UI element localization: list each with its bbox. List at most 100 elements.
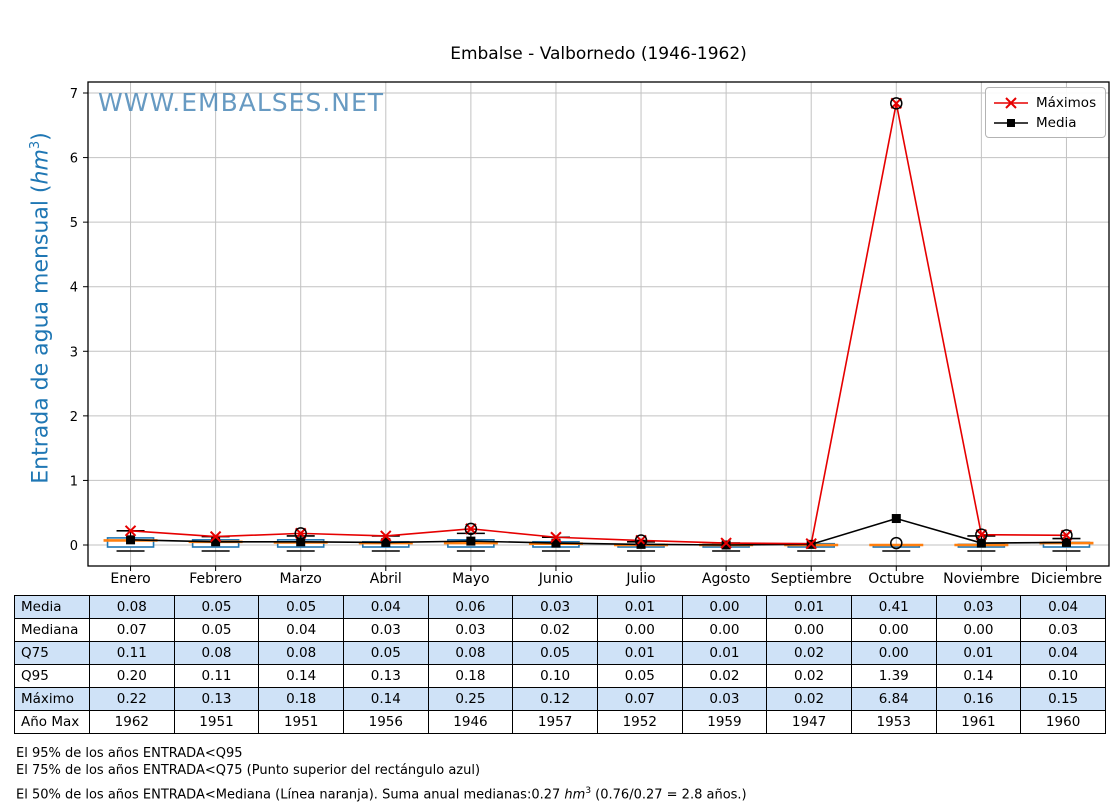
media-marker bbox=[891, 514, 901, 524]
y-tick-label: 2 bbox=[70, 410, 78, 425]
table-cell: 0.03 bbox=[427, 618, 514, 642]
media-marker bbox=[126, 535, 136, 545]
footnote-q95: El 95% de los años ENTRADA<Q95 bbox=[16, 746, 243, 761]
table-cell: 6.84 bbox=[850, 687, 937, 711]
y-tick-label: 5 bbox=[70, 216, 78, 231]
y-axis-unit-exponent: 3 bbox=[28, 140, 43, 150]
legend-entry-media: Media bbox=[994, 113, 1097, 133]
data-table: Media 0.08 0.05 0.05 0.04 0.06 0.03 0.01 0.00 0.0… bbox=[14, 595, 1106, 734]
table-cell: 0.00 bbox=[596, 618, 683, 642]
legend: Máximos Media bbox=[985, 87, 1106, 138]
legend-entry-maximos: Máximos bbox=[994, 93, 1097, 113]
outlier-circle bbox=[294, 527, 307, 540]
y-axis-unit: hm bbox=[28, 149, 54, 185]
table-cell: 0.14 bbox=[258, 664, 344, 688]
legend-label-maximos: Máximos bbox=[1036, 95, 1097, 111]
table-cell: 0.08 bbox=[173, 641, 260, 665]
chart-title: Embalse - Valbornedo (1946-1962) bbox=[450, 44, 747, 64]
table-cell: 0.05 bbox=[596, 664, 683, 688]
table-row: Año Max 1962 1951 1951 1956 1946 1957 1952 1959 1… bbox=[14, 710, 1106, 734]
media-marker bbox=[211, 537, 221, 547]
maximos-marker bbox=[380, 530, 392, 542]
table-cell: 0.10 bbox=[1020, 664, 1106, 688]
table-row: Q75 0.11 0.08 0.08 0.05 0.08 0.05 0.01 0.01 0.02 0… bbox=[14, 641, 1106, 665]
table-cell: 0.03 bbox=[512, 595, 598, 619]
x-tick-label: Enero bbox=[110, 571, 150, 587]
y-tick-label: 1 bbox=[70, 474, 78, 489]
table-cell: 0.02 bbox=[681, 664, 768, 688]
table-cell: 0.00 bbox=[935, 618, 1022, 642]
table-row: Mediana 0.07 0.05 0.04 0.03 0.03 0.02 0.00 0.00 0… bbox=[14, 618, 1106, 642]
table-cell: 0.11 bbox=[89, 641, 175, 665]
media-marker bbox=[296, 537, 306, 547]
x-tick-label: Septiembre bbox=[771, 571, 852, 587]
table-cell: 0.05 bbox=[258, 595, 344, 619]
table-cell: 0.04 bbox=[342, 595, 429, 619]
table-cell: 0.07 bbox=[596, 687, 683, 711]
row-label: Máximo bbox=[14, 687, 90, 711]
table-cell: 0.03 bbox=[935, 595, 1022, 619]
table-cell: 0.22 bbox=[89, 687, 175, 711]
table-cell: 0.08 bbox=[258, 641, 344, 665]
table-row: Q95 0.20 0.11 0.14 0.13 0.18 0.10 0.05 0.02 0.02 1… bbox=[14, 664, 1106, 688]
plot-border bbox=[87, 81, 1110, 567]
table-cell: 1951 bbox=[258, 710, 344, 734]
media-marker bbox=[551, 538, 561, 548]
x-tick-label: Marzo bbox=[280, 571, 322, 587]
row-label: Q95 bbox=[14, 664, 90, 688]
x-tick-label: Abril bbox=[370, 571, 402, 587]
table-cell: 1957 bbox=[512, 710, 598, 734]
table-cell: 0.13 bbox=[173, 687, 260, 711]
x-tick-label: Noviembre bbox=[943, 571, 1019, 587]
table-cell: 0.00 bbox=[850, 641, 937, 665]
table-cell: 1962 bbox=[89, 710, 175, 734]
table-cell: 0.05 bbox=[173, 595, 260, 619]
maximos-marker bbox=[720, 537, 732, 549]
table-row: Media 0.08 0.05 0.05 0.04 0.06 0.03 0.01 0.00 0.0… bbox=[14, 595, 1106, 619]
media-marker bbox=[976, 538, 986, 548]
table-cell: 0.05 bbox=[512, 641, 598, 665]
table-cell: 0.12 bbox=[512, 687, 598, 711]
y-axis-label: Entrada de agua mensual (hm3) bbox=[28, 132, 54, 484]
table-cell: 0.04 bbox=[258, 618, 344, 642]
outlier-circle bbox=[1060, 529, 1073, 542]
table-cell: 0.02 bbox=[766, 664, 852, 688]
chart-plot: 0 1 2 3 4 5 6 7 Enero Febrero Marzo Abril Mayo Junio J… bbox=[70, 81, 1110, 587]
maximos-marker bbox=[209, 530, 222, 543]
y-tick-label: 6 bbox=[70, 152, 78, 167]
x-tick-label: Febrero bbox=[189, 571, 242, 587]
table-cell: 0.05 bbox=[173, 618, 260, 642]
x-tick-label: Junio bbox=[538, 571, 573, 587]
table-cell: 1947 bbox=[766, 710, 852, 734]
media-line bbox=[130, 517, 1067, 546]
table-cell: 0.06 bbox=[427, 595, 514, 619]
table-cell: 0.14 bbox=[935, 664, 1022, 688]
table-cell: 1951 bbox=[173, 710, 260, 734]
y-tick-label: 0 bbox=[70, 539, 78, 554]
table-cell: 1960 bbox=[1020, 710, 1106, 734]
maximos-marker bbox=[295, 527, 307, 540]
maximos-marker bbox=[975, 528, 988, 541]
maximos-marker bbox=[124, 525, 137, 537]
table-cell: 0.03 bbox=[342, 618, 429, 642]
table-cell: 0.16 bbox=[935, 687, 1022, 711]
y-tick-label: 3 bbox=[70, 345, 78, 360]
table-cell: 1953 bbox=[850, 710, 937, 734]
media-marker bbox=[721, 540, 731, 550]
maximos-marker bbox=[1060, 529, 1073, 542]
table-row: Máximo 0.22 0.13 0.18 0.14 0.25 0.12 0.07 0.03 0.… bbox=[14, 687, 1106, 711]
table-cell: 0.08 bbox=[427, 641, 514, 665]
outlier-circle bbox=[890, 97, 903, 110]
x-tick-label: Diciembre bbox=[1031, 571, 1102, 587]
table-cell: 1.39 bbox=[850, 664, 937, 688]
table-cell: 0.05 bbox=[342, 641, 429, 665]
x-tick-label: Julio bbox=[625, 571, 655, 587]
table-cell: 1946 bbox=[427, 710, 514, 734]
row-label: Q75 bbox=[14, 641, 90, 665]
table-cell: 0.15 bbox=[1020, 687, 1106, 711]
table-cell: 0.01 bbox=[596, 641, 683, 665]
table-cell: 0.13 bbox=[342, 664, 429, 688]
table-cell: 0.02 bbox=[766, 687, 852, 711]
maximos-marker bbox=[465, 523, 477, 535]
media-marker bbox=[466, 536, 476, 546]
